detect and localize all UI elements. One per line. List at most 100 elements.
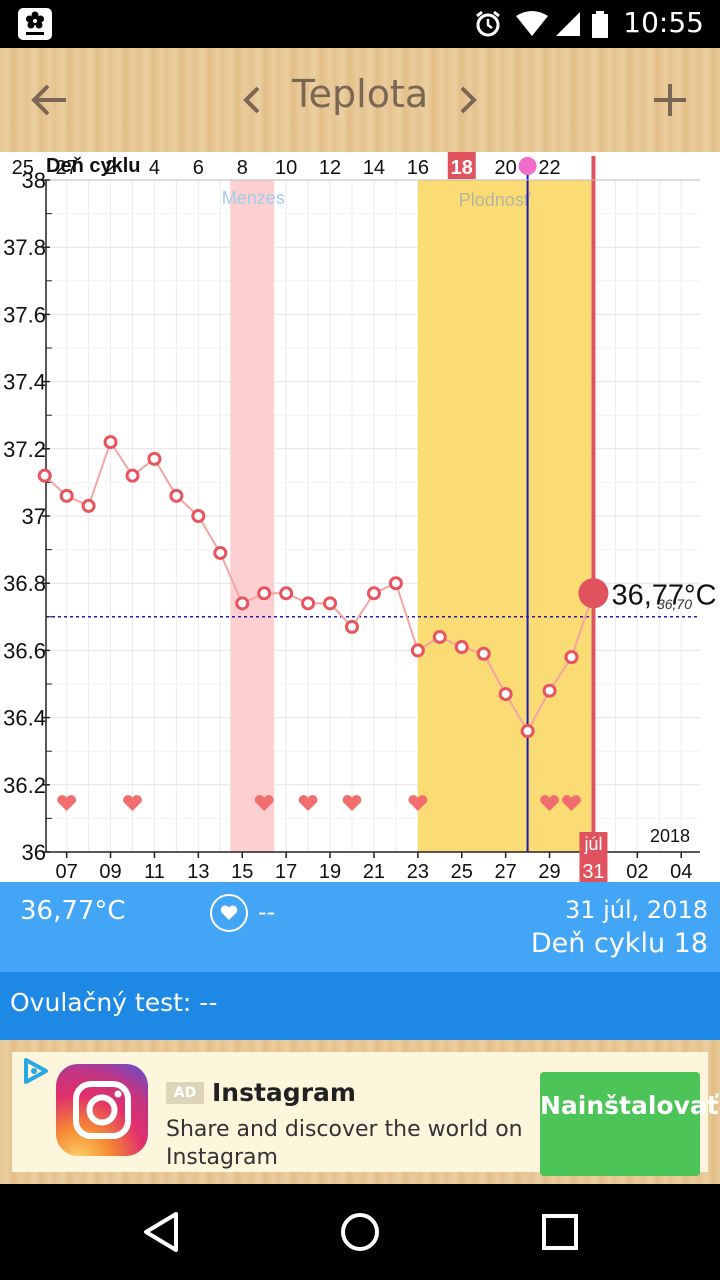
battery-icon <box>592 14 608 38</box>
date-tick-label: 07 <box>56 861 78 882</box>
date-tick-label: 29 <box>538 861 560 882</box>
temperature-point <box>323 596 338 611</box>
temperature-point <box>257 586 272 601</box>
navigation-bar <box>0 1184 720 1280</box>
date-tick-label: 27 <box>495 861 517 882</box>
temperature-point <box>235 596 250 611</box>
nav-home-icon[interactable] <box>338 1210 382 1254</box>
temperature-point <box>520 724 535 739</box>
install-button[interactable]: Nainštalovať <box>540 1072 719 1176</box>
next-chevron-icon[interactable] <box>452 80 482 120</box>
heart-icon <box>408 795 428 811</box>
selected-day-info[interactable]: 36,77°C -- 31 júl, 2018 Deň cyklu 18 <box>0 882 720 972</box>
cycle-day-axis-label: Deň cyklu <box>46 155 140 177</box>
date-tick-label: 11 <box>144 861 165 882</box>
date-tick-label: 04 <box>670 861 692 882</box>
y-tick-label: 37.4 <box>3 370 46 395</box>
ovulation-marker <box>518 157 537 175</box>
heart-icon <box>562 795 581 811</box>
temperature-chart-svg[interactable]: Menzes Plodnosť 36,70 38 37.8 37.6 37.4 37.2 37 3… <box>0 152 720 883</box>
temperature-point <box>147 451 162 466</box>
add-plus-icon[interactable] <box>648 78 692 122</box>
heart-icon <box>540 795 559 811</box>
cycle-day-tick-label: 6 <box>193 157 204 179</box>
toolbar: Teplota <box>0 48 720 154</box>
nav-back-icon[interactable] <box>140 1210 182 1254</box>
temperature-point <box>564 650 579 665</box>
sex-value: -- <box>258 898 276 926</box>
nav-recents-icon[interactable] <box>540 1212 580 1252</box>
fertility-band <box>417 180 592 852</box>
heart-icon <box>298 795 318 811</box>
y-tick-label: 37.2 <box>3 437 46 462</box>
cycle-day-tick-label: 8 <box>237 157 248 179</box>
cycle-day-tick-label: 14 <box>363 157 385 179</box>
ad-title[interactable]: Instagram <box>212 1078 356 1107</box>
temperature-point <box>169 488 184 503</box>
heart-circle-icon <box>210 894 248 932</box>
date-tick-label: 13 <box>187 861 209 882</box>
selected-cycle-day: Deň cyklu 18 <box>530 928 708 959</box>
year-label: 2018 <box>650 826 690 846</box>
cycle-day-tick-label: 20 <box>495 157 517 179</box>
ovulation-test-bar[interactable]: Ovulačný test: -- <box>0 972 720 1040</box>
cycle-day-tick-label: 16 <box>407 157 429 179</box>
temperature-point <box>279 586 294 601</box>
current-temperature-label: 36,77°C <box>611 579 716 611</box>
adchoices-icon[interactable] <box>20 1056 50 1086</box>
alarm-icon <box>476 10 500 37</box>
status-icons <box>474 10 624 38</box>
cycle-day-tick-label: 22 <box>538 157 560 179</box>
cycle-day-tick-label: 25 <box>12 157 34 179</box>
y-tick-label: 36.2 <box>3 773 46 798</box>
temperature-point <box>476 646 491 661</box>
instagram-logo-icon[interactable] <box>56 1064 148 1156</box>
menses-label: Menzes <box>222 188 285 208</box>
y-tick-label: 37.6 <box>3 302 46 327</box>
y-tick-label: 38 <box>22 168 46 193</box>
y-tick-label: 36.6 <box>3 638 46 663</box>
y-tick-label: 37.8 <box>3 235 46 260</box>
heart-icon <box>57 795 77 811</box>
y-tick-label: 36.4 <box>3 706 46 731</box>
previous-chevron-icon[interactable] <box>238 80 268 120</box>
cycle-day-tick-label: 27 <box>56 157 78 179</box>
app-notification-icon <box>18 8 52 40</box>
fertility-label: Plodnosť <box>459 190 531 210</box>
signal-icon <box>556 12 580 36</box>
temperature-chart[interactable]: Menzes Plodnosť 36,70 38 37.8 37.6 37.4 37.2 37 3… <box>0 152 720 883</box>
date-tick-label: 15 <box>231 861 253 882</box>
ovulation-test-label: Ovulačný test: -- <box>10 988 218 1017</box>
wifi-icon <box>516 11 548 36</box>
temperature-point <box>37 468 52 483</box>
cycle-day-tick-label: 10 <box>275 157 297 179</box>
selected-date: 31 júl, 2018 <box>564 896 708 924</box>
date-tick-label: 19 <box>319 861 341 882</box>
temperature-point <box>454 640 469 655</box>
heart-icon <box>342 795 362 811</box>
temperature-point <box>213 545 228 560</box>
temperature-point <box>345 619 359 634</box>
temperature-point <box>81 498 96 513</box>
cycle-day-tick-label: 18 <box>451 157 473 179</box>
temperature-point <box>410 643 425 658</box>
heart-icon <box>254 795 274 811</box>
temperature-point <box>432 629 447 644</box>
cycle-day-tick-label: 2 <box>105 157 116 179</box>
temperature-point <box>103 435 118 450</box>
current-temperature-point <box>578 578 609 609</box>
ad-card[interactable]: AD Instagram Share and discover the worl… <box>12 1052 719 1176</box>
temperature-point <box>301 596 316 611</box>
page-title: Teplota <box>291 72 429 116</box>
y-tick-label: 36 <box>22 840 46 865</box>
temperature-point <box>59 488 74 503</box>
current-date-month: júl <box>583 834 602 854</box>
heart-icon <box>123 795 142 811</box>
back-arrow-icon[interactable] <box>28 80 72 120</box>
y-tick-label: 37 <box>22 504 46 529</box>
ad-badge: AD <box>166 1082 204 1104</box>
temperature-point <box>388 576 403 591</box>
selected-temperature: 36,77°C <box>20 896 126 926</box>
y-tick-label: 36.8 <box>3 571 46 596</box>
current-cycle-day-badge <box>447 152 476 179</box>
